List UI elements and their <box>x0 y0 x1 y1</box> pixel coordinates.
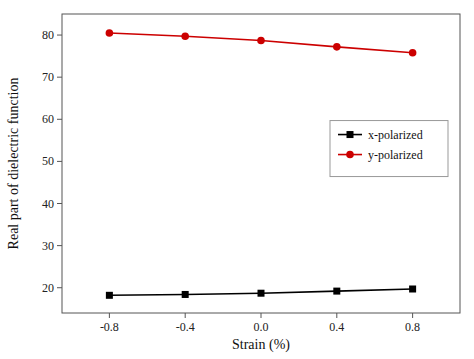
y-tick-label: 70 <box>42 70 54 84</box>
x-tick-label: -0.8 <box>100 320 119 334</box>
series-marker <box>257 37 265 45</box>
y-tick-label: 30 <box>42 239 54 253</box>
y-tick <box>57 203 62 204</box>
y-tick <box>57 77 62 78</box>
y-tick-label: 40 <box>42 197 54 211</box>
y-tick-label: 20 <box>42 281 54 295</box>
series-marker <box>409 49 417 57</box>
legend-box <box>330 121 448 177</box>
y-tick <box>57 245 62 246</box>
series-marker <box>182 291 189 298</box>
y-tick <box>57 161 62 162</box>
y-tick <box>57 287 62 288</box>
x-tick <box>261 313 262 318</box>
x-tick-label: 0.8 <box>405 320 420 334</box>
series-marker <box>106 292 113 299</box>
series-marker <box>333 43 341 51</box>
legend-marker <box>346 151 354 159</box>
x-tick-label: 0.4 <box>329 320 344 334</box>
background <box>0 0 474 359</box>
legend-label: y-polarized <box>368 148 423 162</box>
x-tick <box>336 313 337 318</box>
x-tick-label: 0.0 <box>254 320 269 334</box>
series-marker <box>106 29 114 37</box>
legend-label: x-polarized <box>368 128 423 142</box>
series-line <box>109 33 412 53</box>
x-tick <box>109 313 110 318</box>
x-tick-label: -0.4 <box>176 320 195 334</box>
legend: x-polarized y-polarized <box>330 121 448 177</box>
chart: -0.8 -0.4 0.0 0.4 0.8 20 30 40 50 60 70 80 Strain (%… <box>0 0 474 359</box>
series-marker <box>181 33 189 41</box>
y-tick-label: 80 <box>42 28 54 42</box>
series-marker <box>258 290 265 297</box>
y-tick-label: 50 <box>42 154 54 168</box>
x-tick <box>412 313 413 318</box>
x-axis-label: Strain (%) <box>232 337 290 353</box>
y-tick-label: 60 <box>42 112 54 126</box>
legend-marker <box>347 131 354 138</box>
series-marker <box>409 285 416 292</box>
y-tick <box>57 119 62 120</box>
y-axis-label: Real part of dielectric function <box>6 78 21 250</box>
x-tick <box>185 313 186 318</box>
series-marker <box>333 288 340 295</box>
plot-frame <box>62 14 460 313</box>
y-tick <box>57 35 62 36</box>
